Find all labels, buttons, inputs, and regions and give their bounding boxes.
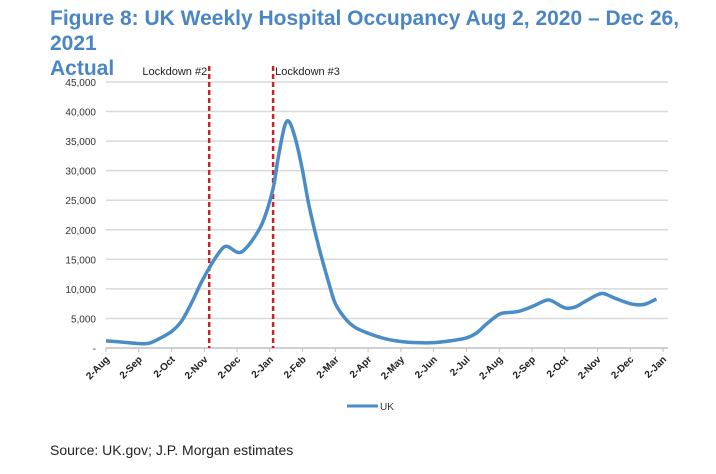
title-line: Figure 8: UK Weekly Hospital Occupancy A…: [50, 7, 680, 55]
y-tick-label: 45,000: [65, 78, 96, 89]
y-tick-label: 5,000: [71, 314, 96, 325]
x-tick-label: 2-Oct: [545, 354, 571, 380]
lockdown-label: Lockdown #3: [275, 66, 340, 78]
x-tick-label: 2-Jan: [643, 354, 669, 380]
x-tick-label: 2-Dec: [609, 354, 636, 381]
x-tick-label: 2-Apr: [348, 354, 374, 380]
lockdown-label: Lockdown #2: [142, 66, 207, 78]
subtitle-line: Actual: [50, 57, 115, 80]
x-tick-label: 2-Dec: [216, 354, 243, 381]
x-tick-label: 2-Sep: [118, 354, 145, 381]
x-tick-label: 2-Aug: [84, 354, 112, 382]
x-tick-label: 2-Oct: [152, 354, 178, 380]
legend-label: UK: [380, 402, 394, 413]
y-tick-label: 20,000: [65, 226, 96, 237]
x-tick-label: 2-Jan: [250, 354, 276, 380]
y-tick-label: 30,000: [65, 167, 96, 178]
series-line-uk: [105, 119, 658, 346]
x-tick-label: 2-Sep: [511, 354, 538, 381]
x-tick-label: 2-Mar: [315, 354, 342, 381]
y-tick-label: 25,000: [65, 196, 96, 207]
x-tick-label: 2-Jun: [413, 354, 440, 381]
x-tick-label: 2-Jul: [448, 354, 472, 378]
x-tick-label: 2-Nov: [576, 354, 604, 382]
y-tick-label: 40,000: [65, 108, 96, 119]
x-tick-label: 2-Feb: [282, 354, 309, 381]
x-tick-label: 2-Aug: [477, 354, 505, 382]
y-tick-label: 10,000: [65, 285, 96, 296]
y-tick-label: -: [93, 344, 96, 355]
x-tick-label: 2-May: [379, 354, 407, 382]
source-note: Source: UK.gov; J.P. Morgan estimates: [50, 442, 294, 458]
y-tick-label: 15,000: [65, 255, 96, 266]
chart-title: Figure 8: UK Weekly Hospital Occupancy A…: [50, 6, 716, 81]
y-tick-label: 35,000: [65, 137, 96, 148]
x-tick-label: 2-Nov: [183, 354, 211, 382]
